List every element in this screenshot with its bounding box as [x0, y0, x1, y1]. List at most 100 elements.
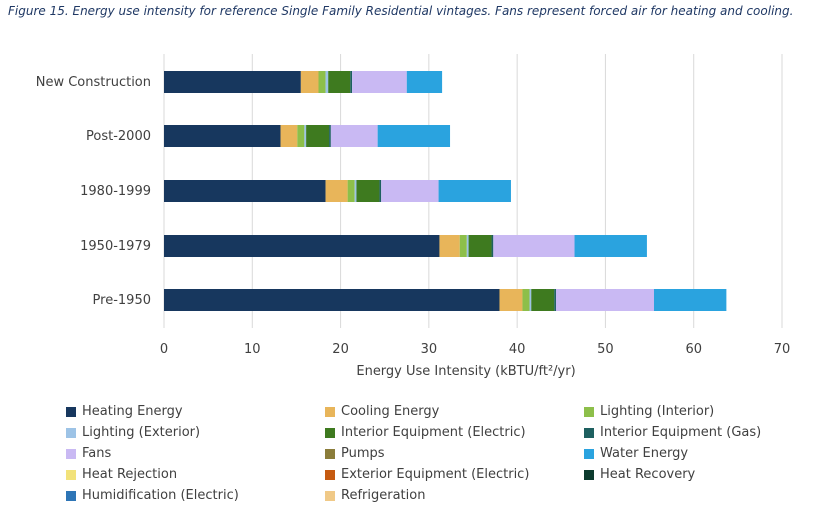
bar-segment: [306, 125, 330, 147]
legend-swatch: [325, 448, 335, 459]
legend-swatch: [66, 448, 76, 459]
bar-segment: [164, 180, 326, 202]
bar-segment: [522, 289, 530, 311]
legend-swatch: [66, 406, 76, 417]
bar-segment: [164, 125, 281, 147]
legend-swatch: [584, 469, 594, 480]
bar-segment: [328, 71, 351, 93]
legend-swatch: [66, 490, 76, 501]
x-tick-label: 40: [509, 342, 526, 357]
x-tick-label: 50: [597, 342, 614, 357]
legend-item: Fans: [66, 443, 325, 464]
bar-segment: [356, 180, 380, 202]
bar-segment: [554, 289, 556, 311]
bar-segment: [329, 125, 331, 147]
bar-segment: [493, 235, 575, 257]
bar-segment: [164, 289, 500, 311]
legend-label: Lighting (Exterior): [82, 425, 201, 440]
bar-segment: [439, 235, 460, 257]
bar-segment: [491, 235, 494, 257]
bar-segment: [406, 71, 443, 93]
bar-segment: [347, 180, 355, 202]
legend-swatch: [325, 406, 335, 417]
x-tick-label: 70: [774, 342, 791, 357]
legend-label: Pumps: [341, 446, 385, 461]
figure-caption: Figure 15. Energy use intensity for refe…: [8, 4, 794, 18]
bar-segment: [164, 71, 301, 93]
legend-label: Lighting (Interior): [600, 404, 715, 419]
legend-label: Water Energy: [600, 446, 689, 461]
x-tick-label: 20: [332, 342, 349, 357]
legend-label: Interior Equipment (Electric): [341, 425, 526, 440]
bar-stacks: [164, 71, 727, 311]
bar-segment: [304, 125, 307, 147]
category-label: Pre-1950: [93, 293, 151, 308]
bar-segment: [330, 125, 378, 147]
legend-item: Humidification (Electric): [66, 485, 325, 506]
legend-item: Heat Rejection: [66, 464, 325, 485]
bar-segment: [318, 71, 326, 93]
legend-item: Heating Energy: [66, 401, 325, 422]
legend-item: Refrigeration: [325, 485, 584, 506]
legend-label: Exterior Equipment (Electric): [341, 467, 530, 482]
x-tick-label: 10: [244, 342, 261, 357]
legend-label: Fans: [82, 446, 112, 461]
legend-label: Heat Recovery: [600, 467, 696, 482]
legend-item: Exterior Equipment (Electric): [325, 464, 584, 485]
legend-item: Interior Equipment (Electric): [325, 422, 584, 443]
legend-swatch: [325, 490, 335, 501]
legend-swatch: [66, 469, 76, 480]
stacked-bar-chart: New Construction Post-2000 1980-1999 1950-1…: [36, 54, 790, 379]
x-tick-label: 30: [421, 342, 438, 357]
bar-segment: [529, 289, 532, 311]
x-axis-title: Energy Use Intensity (kBTU/ft²/yr): [356, 364, 575, 379]
bar-segment: [297, 125, 305, 147]
bar-segment: [531, 289, 555, 311]
legend-item: Lighting (Interior): [584, 401, 826, 422]
category-label: 1980-1999: [80, 184, 151, 199]
y-axis-labels: New Construction Post-2000 1980-1999 1950-1…: [36, 75, 151, 308]
x-tick-label: 0: [160, 342, 168, 357]
legend-item: Cooling Energy: [325, 401, 584, 422]
bar-segment: [379, 180, 382, 202]
bar-segment: [350, 71, 353, 93]
bar-segment: [499, 289, 523, 311]
bar-segment: [459, 235, 467, 257]
legend-label: Heating Energy: [82, 404, 183, 419]
legend-item: Pumps: [325, 443, 584, 464]
bar-segment: [325, 180, 348, 202]
legend-swatch: [584, 448, 594, 459]
legend-label: Refrigeration: [341, 488, 426, 503]
legend-swatch: [584, 427, 594, 438]
x-axis-tick-labels: 0 10 20 30 40 50 60 70: [160, 342, 790, 357]
bar-segment: [653, 289, 727, 311]
bar-segment: [574, 235, 647, 257]
legend-label: Humidification (Electric): [82, 488, 239, 503]
legend-label: Cooling Energy: [341, 404, 440, 419]
legend-item: Water Energy: [584, 443, 826, 464]
bar-segment: [468, 235, 492, 257]
legend-swatch: [66, 427, 76, 438]
bar-segment: [164, 235, 440, 257]
category-label: Post-2000: [86, 129, 151, 144]
bar-segment: [377, 125, 451, 147]
bar-segment: [280, 125, 298, 147]
x-tick-label: 60: [685, 342, 702, 357]
legend-item: Interior Equipment (Gas): [584, 422, 826, 443]
legend-item: Lighting (Exterior): [66, 422, 325, 443]
legend-swatch: [325, 469, 335, 480]
chart-legend: Heating Energy Cooling Energy Lighting (In…: [66, 401, 826, 506]
bar-segment: [555, 289, 654, 311]
bar-segment: [438, 180, 511, 202]
legend-label: Interior Equipment (Gas): [600, 425, 762, 440]
legend-label: Heat Rejection: [82, 467, 178, 482]
bar-segment: [381, 180, 439, 202]
bar-segment: [300, 71, 319, 93]
legend-swatch: [584, 406, 594, 417]
bar-segment: [325, 71, 329, 93]
bar-segment: [466, 235, 469, 257]
bar-segment: [354, 180, 357, 202]
legend-item: Heat Recovery: [584, 464, 826, 485]
category-label: New Construction: [36, 75, 151, 90]
bar-segment: [352, 71, 407, 93]
